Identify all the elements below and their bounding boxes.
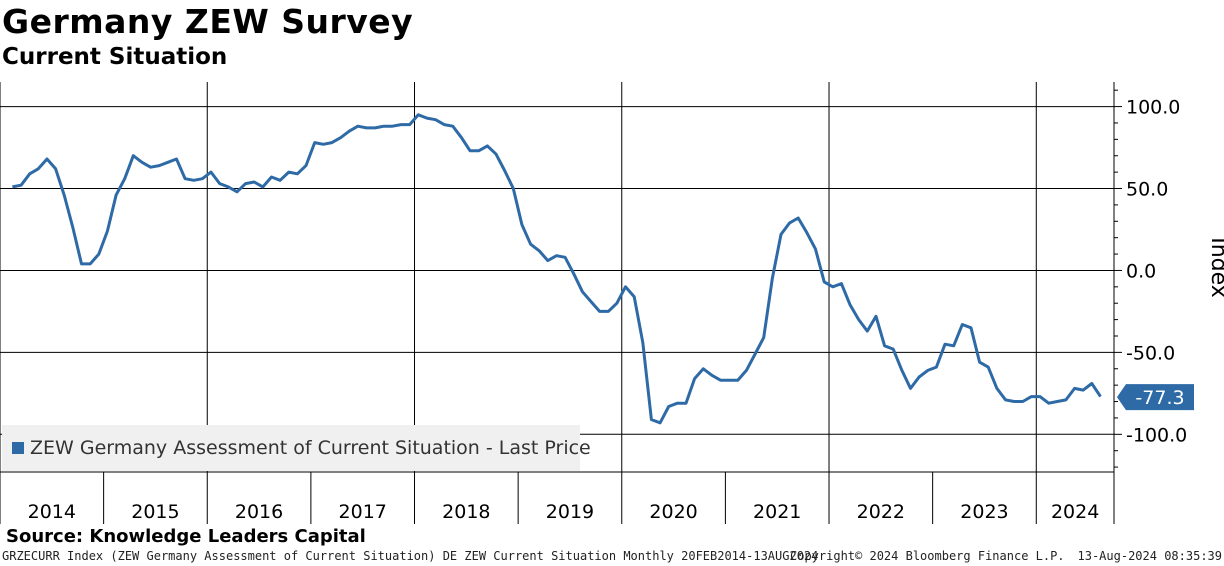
- chart-title: Germany ZEW Survey: [2, 2, 414, 41]
- x-tick-label: 2018: [442, 501, 490, 523]
- x-tick-label: 2022: [857, 501, 905, 523]
- x-tick-label: 2024: [1051, 501, 1099, 523]
- last-value-marker: -77.3: [1117, 384, 1194, 411]
- legend-label: ZEW Germany Assessment of Current Situat…: [30, 437, 591, 459]
- footer-timestamp: 13-Aug-2024 08:35:39: [1077, 549, 1223, 563]
- x-tick-label: 2021: [753, 501, 801, 523]
- x-tick-label: 2020: [649, 501, 697, 523]
- y-tick-label: 50.0: [1126, 179, 1168, 201]
- y-axis: 100.0 50.0 0.0 -50.0 -100.0: [1114, 89, 1187, 468]
- legend-swatch: [12, 442, 24, 454]
- x-axis: 2014 2015 2016 2017 2018 2019 2020 2021 2022 2023…: [28, 501, 1100, 523]
- x-tick-label: 2014: [28, 501, 76, 523]
- y-tick-label: 100.0: [1126, 97, 1180, 119]
- last-value-tag: [1117, 384, 1194, 411]
- x-tick-label: 2023: [960, 501, 1008, 523]
- x-tick-label: 2017: [339, 501, 387, 523]
- x-tick-label: 2015: [131, 501, 179, 523]
- last-value-label: -77.3: [1135, 387, 1184, 409]
- y-tick-label: -100.0: [1126, 424, 1187, 446]
- legend: [2, 425, 580, 471]
- series-line: [12, 113, 1102, 425]
- y-tick-label: 0.0: [1126, 260, 1156, 282]
- footer-series-info: GRZECURR Index (ZEW Germany Assessment o…: [2, 549, 819, 563]
- footer-copyright: Copyright© 2024 Bloomberg Finance L.P.: [790, 549, 1065, 563]
- source-note: Source: Knowledge Leaders Capital: [6, 526, 366, 547]
- series-layer: [12, 113, 1102, 425]
- y-axis-title: Index: [1205, 237, 1224, 298]
- x-tick-label: 2016: [235, 501, 283, 523]
- chart-subtitle: Current Situation: [2, 44, 228, 70]
- x-tick-label: 2019: [546, 501, 594, 523]
- y-tick-label: -50.0: [1126, 342, 1175, 364]
